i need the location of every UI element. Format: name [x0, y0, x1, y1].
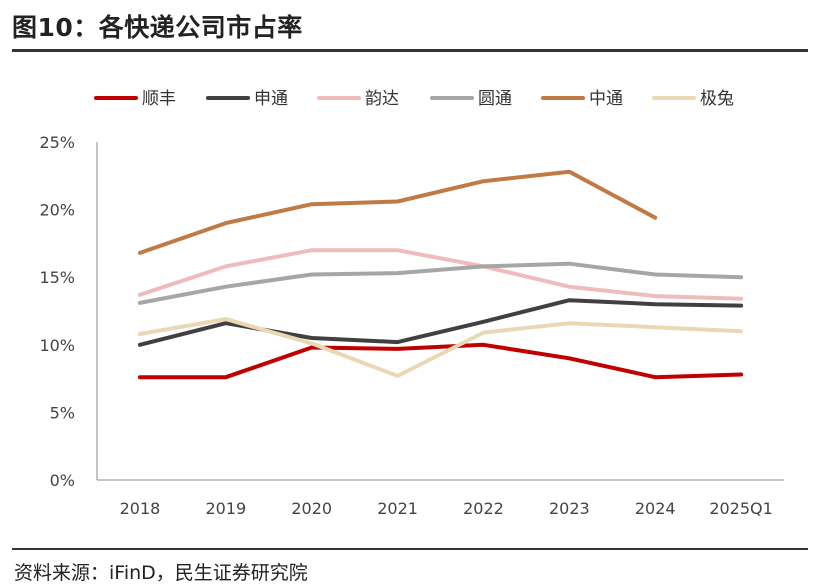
legend-label: 中通	[589, 89, 623, 109]
series-line-极兔	[137, 317, 744, 378]
series-line-申通	[137, 298, 744, 347]
x-tick-label: 2023	[549, 499, 590, 518]
chart-series	[137, 169, 744, 380]
series-line-圆通	[137, 261, 744, 305]
y-tick-label: 0%	[50, 471, 75, 490]
legend-label: 韵达	[365, 89, 399, 109]
x-tick-label: 2025Q1	[709, 499, 773, 518]
y-tick-label: 20%	[39, 201, 75, 220]
legend-label: 顺丰	[142, 89, 176, 109]
series-line-顺丰	[137, 342, 744, 380]
y-tick-label: 10%	[39, 336, 75, 355]
x-tick-label: 2024	[635, 499, 676, 518]
market-share-line-chart: 顺丰 申通 韵达 圆通 中通 极兔 0% 5% 10% 15% 20% 25% 2018 2019 202…	[39, 89, 784, 518]
source-divider	[12, 548, 808, 550]
x-tick-label: 2019	[205, 499, 246, 518]
x-tick-label: 2020	[291, 499, 332, 518]
series-line-韵达	[137, 248, 744, 301]
chart-legend: 顺丰 申通 韵达 圆通 中通 极兔	[94, 89, 734, 109]
series-line-中通	[137, 169, 658, 255]
source-note: 资料来源：iFinD，民生证券研究院	[14, 562, 308, 584]
x-tick-label: 2018	[120, 499, 161, 518]
figure-title: 图10：各快递公司市占率	[12, 13, 303, 42]
title-divider	[12, 49, 808, 52]
legend-label: 极兔	[700, 89, 734, 109]
y-tick-label: 15%	[39, 268, 75, 287]
y-tick-label: 5%	[50, 403, 75, 422]
y-tick-label: 25%	[39, 133, 75, 152]
chart-axes: 0% 5% 10% 15% 20% 25% 2018 2019 2020 2021 2022 2023…	[39, 133, 784, 518]
x-tick-label: 2021	[377, 499, 418, 518]
legend-label: 申通	[254, 89, 288, 109]
legend-label: 圆通	[478, 89, 512, 109]
x-tick-label: 2022	[463, 499, 504, 518]
